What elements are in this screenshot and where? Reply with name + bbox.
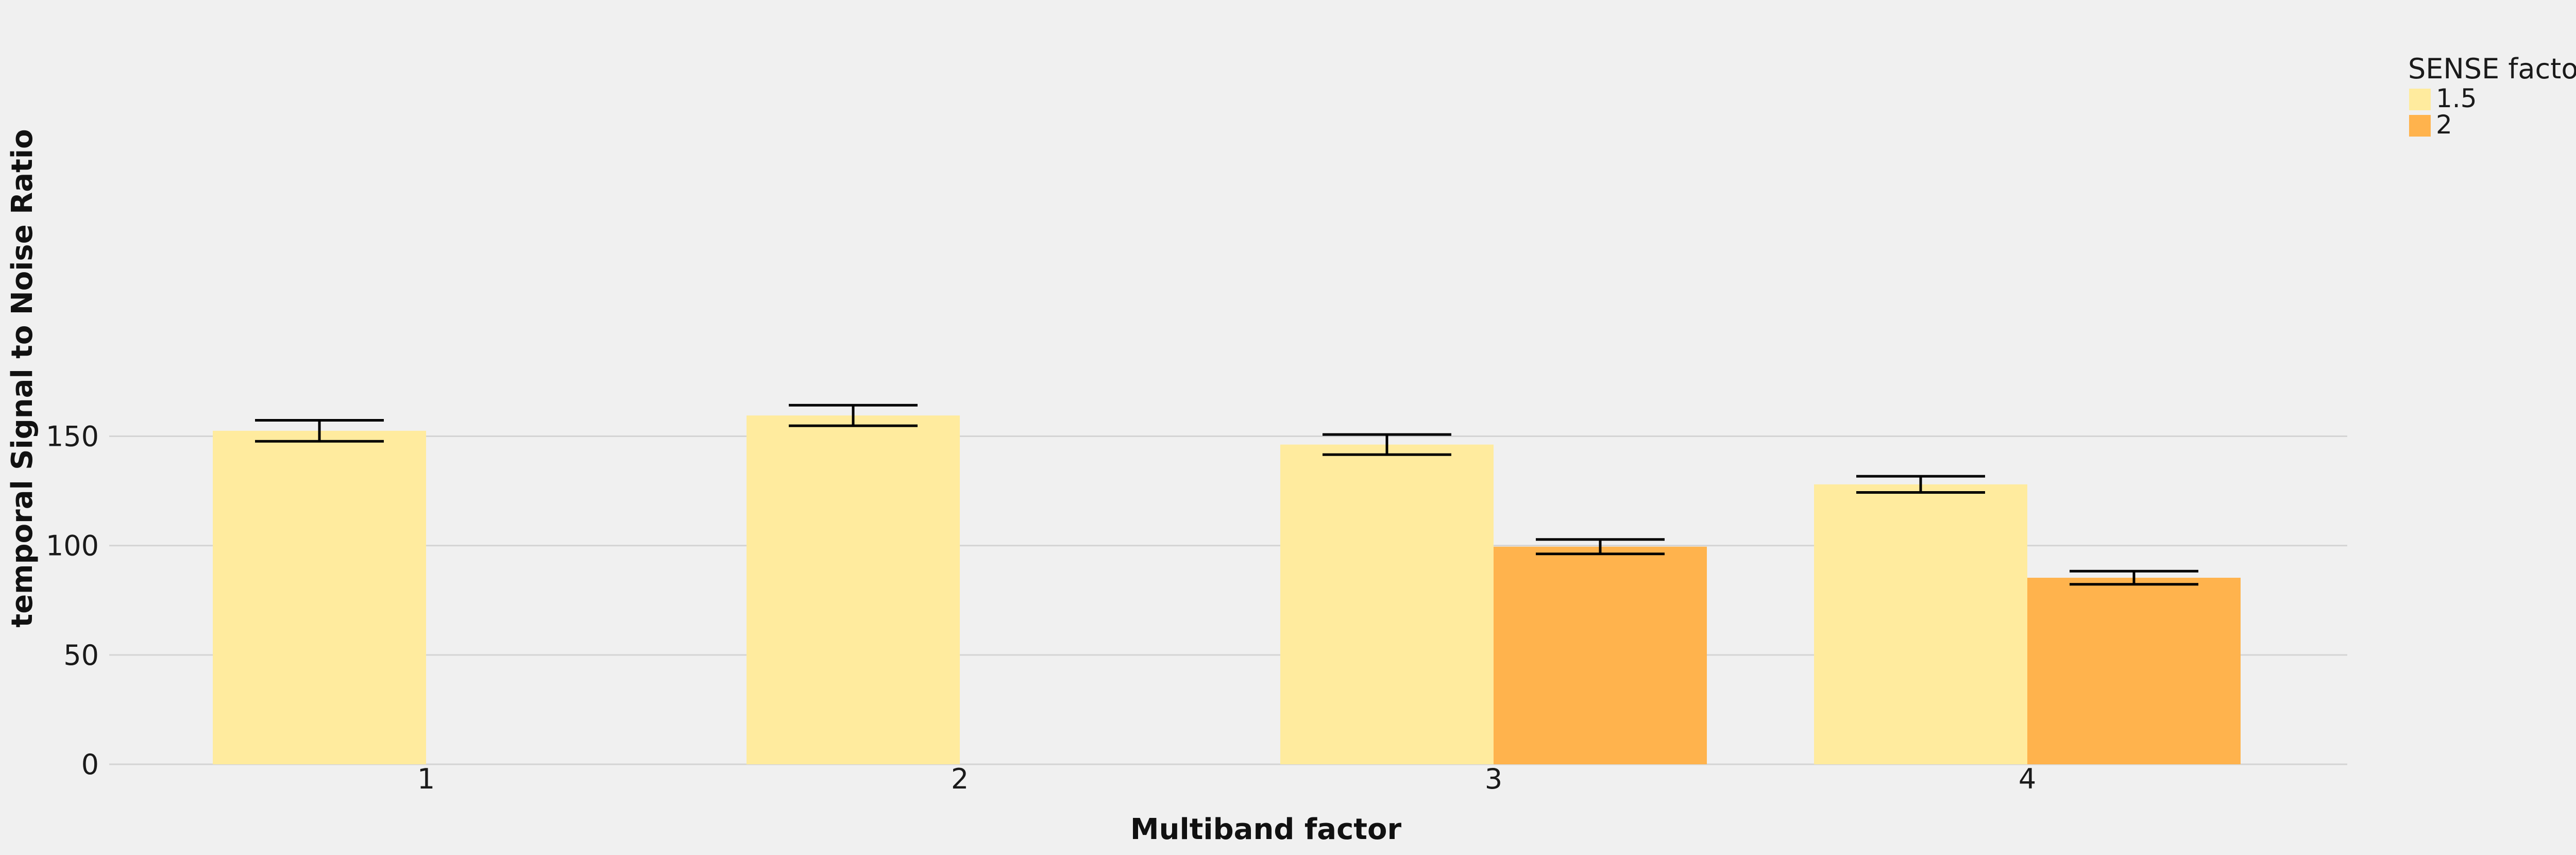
bar — [2027, 578, 2241, 764]
legend-swatch — [2409, 89, 2431, 110]
y-tick-label: 50 — [63, 639, 99, 672]
legend-items: 1.52 — [2409, 83, 2477, 140]
bar — [1494, 546, 1707, 764]
legend: SENSE factor 1.52 — [2408, 53, 2576, 140]
x-tick-label: 1 — [417, 763, 435, 795]
x-axis-title: Multiband factor — [1130, 813, 1402, 846]
x-tick-label: 3 — [1485, 763, 1502, 795]
y-axis-title: temporal Signal to Noise Ratio — [6, 129, 39, 627]
legend-title: SENSE factor — [2408, 53, 2576, 85]
error-bars — [255, 404, 2198, 586]
legend-label: 2 — [2436, 110, 2452, 140]
legend-swatch — [2409, 115, 2431, 137]
y-tick-label: 0 — [81, 748, 99, 781]
bar — [747, 415, 960, 764]
bar — [1280, 444, 1494, 764]
bars — [213, 415, 2241, 764]
x-tick-label: 4 — [2019, 763, 2036, 795]
y-tick-labels: 0 50 100 150 — [46, 420, 99, 781]
legend-label: 1.5 — [2436, 83, 2477, 113]
bar — [1814, 484, 2027, 764]
y-tick-label: 150 — [46, 420, 99, 452]
bar — [213, 430, 426, 764]
x-tick-labels: 1 2 3 4 — [417, 763, 2036, 795]
x-tick-label: 2 — [951, 763, 969, 795]
y-tick-label: 100 — [46, 530, 99, 562]
